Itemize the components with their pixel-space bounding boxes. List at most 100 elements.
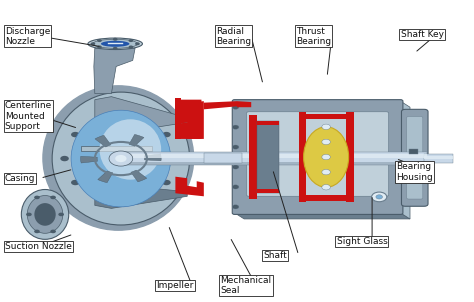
Bar bbox=[116, 154, 427, 158]
Bar bbox=[257, 189, 279, 193]
Ellipse shape bbox=[71, 110, 171, 207]
Text: Discharge
Nozzle: Discharge Nozzle bbox=[5, 27, 50, 46]
Circle shape bbox=[135, 42, 140, 45]
Circle shape bbox=[173, 156, 182, 161]
Ellipse shape bbox=[88, 38, 142, 50]
Ellipse shape bbox=[92, 39, 137, 48]
Polygon shape bbox=[45, 131, 116, 235]
Circle shape bbox=[113, 47, 118, 50]
Ellipse shape bbox=[100, 119, 161, 180]
Polygon shape bbox=[187, 101, 204, 139]
Bar bbox=[249, 115, 257, 199]
Circle shape bbox=[113, 38, 118, 41]
Circle shape bbox=[232, 165, 239, 169]
Circle shape bbox=[162, 132, 171, 137]
Circle shape bbox=[50, 196, 56, 199]
Circle shape bbox=[99, 117, 108, 123]
Circle shape bbox=[372, 192, 387, 202]
Ellipse shape bbox=[52, 92, 190, 225]
Bar bbox=[116, 152, 427, 165]
Polygon shape bbox=[81, 131, 152, 137]
Circle shape bbox=[91, 42, 95, 45]
Bar bbox=[424, 154, 453, 163]
Wedge shape bbox=[144, 154, 161, 161]
Bar bbox=[424, 156, 453, 159]
Bar bbox=[299, 114, 354, 119]
Circle shape bbox=[109, 151, 133, 166]
Circle shape bbox=[322, 154, 330, 160]
Circle shape bbox=[128, 46, 133, 49]
Circle shape bbox=[134, 194, 143, 200]
Wedge shape bbox=[81, 156, 98, 163]
Text: Sight Glass: Sight Glass bbox=[337, 237, 387, 246]
FancyBboxPatch shape bbox=[232, 100, 403, 214]
Bar bbox=[204, 153, 242, 163]
Circle shape bbox=[232, 185, 239, 189]
Text: Radial
Bearing: Radial Bearing bbox=[216, 27, 251, 46]
Text: Mechanical
Seal: Mechanical Seal bbox=[220, 276, 272, 295]
Text: Centerline
Mounted
Support: Centerline Mounted Support bbox=[5, 101, 52, 131]
Bar bbox=[128, 131, 147, 146]
Polygon shape bbox=[95, 97, 187, 134]
Text: Shaft Key: Shaft Key bbox=[401, 30, 444, 39]
FancyBboxPatch shape bbox=[401, 109, 428, 206]
Bar bbox=[175, 98, 181, 139]
Wedge shape bbox=[98, 171, 113, 183]
Circle shape bbox=[60, 156, 69, 161]
Circle shape bbox=[115, 155, 127, 162]
Circle shape bbox=[322, 139, 330, 145]
FancyBboxPatch shape bbox=[407, 117, 423, 199]
Text: Impeller: Impeller bbox=[156, 281, 194, 290]
Polygon shape bbox=[204, 101, 237, 109]
Wedge shape bbox=[95, 135, 111, 147]
Circle shape bbox=[97, 46, 102, 49]
Circle shape bbox=[26, 213, 32, 216]
Ellipse shape bbox=[304, 127, 348, 187]
Bar bbox=[90, 131, 109, 146]
Polygon shape bbox=[237, 101, 251, 107]
Text: Thrust
Bearing: Thrust Bearing bbox=[296, 27, 331, 46]
Text: Bearing
Housing: Bearing Housing bbox=[396, 162, 433, 182]
Polygon shape bbox=[95, 181, 187, 208]
Ellipse shape bbox=[101, 41, 129, 47]
Circle shape bbox=[232, 105, 239, 109]
Polygon shape bbox=[175, 177, 204, 196]
Circle shape bbox=[232, 125, 239, 129]
Bar bbox=[257, 121, 279, 193]
Wedge shape bbox=[131, 170, 147, 182]
Circle shape bbox=[58, 213, 64, 216]
Bar bbox=[409, 149, 418, 154]
Circle shape bbox=[232, 145, 239, 149]
Ellipse shape bbox=[35, 203, 56, 226]
Polygon shape bbox=[235, 213, 410, 219]
Circle shape bbox=[162, 180, 171, 185]
Circle shape bbox=[50, 230, 56, 233]
Circle shape bbox=[34, 196, 40, 199]
Bar bbox=[346, 112, 354, 202]
Circle shape bbox=[71, 180, 80, 185]
FancyBboxPatch shape bbox=[246, 112, 389, 196]
Circle shape bbox=[34, 230, 40, 233]
Circle shape bbox=[232, 205, 239, 209]
Ellipse shape bbox=[27, 196, 63, 233]
Circle shape bbox=[128, 39, 133, 42]
Circle shape bbox=[97, 39, 102, 42]
Bar bbox=[257, 121, 279, 125]
Text: Casing: Casing bbox=[5, 174, 35, 183]
Ellipse shape bbox=[47, 88, 193, 229]
Bar bbox=[299, 112, 306, 202]
Ellipse shape bbox=[21, 190, 69, 239]
Circle shape bbox=[376, 195, 383, 199]
Bar bbox=[299, 195, 354, 201]
Polygon shape bbox=[401, 101, 410, 219]
Ellipse shape bbox=[43, 86, 194, 230]
Wedge shape bbox=[129, 134, 144, 146]
Polygon shape bbox=[94, 48, 135, 94]
Circle shape bbox=[134, 117, 143, 123]
Circle shape bbox=[71, 132, 80, 137]
Ellipse shape bbox=[50, 89, 192, 228]
Circle shape bbox=[322, 185, 330, 190]
Polygon shape bbox=[175, 122, 201, 139]
Circle shape bbox=[99, 194, 108, 200]
Bar bbox=[116, 162, 427, 165]
